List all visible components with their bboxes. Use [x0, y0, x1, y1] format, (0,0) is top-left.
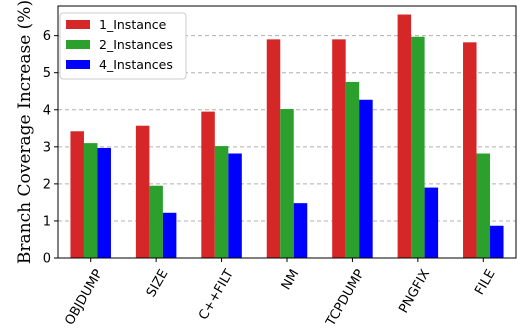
legend-box: [59, 12, 187, 80]
bar-1-instance-tcpdump: [332, 39, 346, 259]
bars: [70, 14, 504, 259]
y-tick-label: 2: [43, 177, 51, 192]
bar-2-instances-tcpdump: [345, 81, 360, 259]
legend-swatch: [66, 40, 90, 49]
bar-2-instances-nm: [280, 109, 294, 258]
bar-1-instance-pngfix: [397, 14, 412, 258]
x-tick-label: NM: [279, 267, 302, 293]
y-axis-label: Branch Coverage Increase (%): [15, 0, 35, 264]
bar-1-instance-cppfilt: [201, 111, 215, 258]
legend: 1_Instance 2_Instances 4_Instances: [59, 12, 187, 80]
bar-4-instances-file: [490, 225, 504, 258]
y-tick-label: 4: [43, 103, 51, 118]
bar-2-instances-size: [149, 185, 163, 258]
legend-label: 1_Instance: [99, 17, 167, 32]
bar-4-instances-cppfilt: [228, 153, 242, 258]
x-tick-label: C++FILT: [196, 267, 237, 323]
y-axis-ticks: 0 1 2 3 4 5 6: [43, 29, 58, 267]
bar-1-instance-objdump: [70, 131, 84, 258]
bar-2-instances-cppfilt: [214, 146, 229, 258]
x-tick-label: OBJDUMP: [62, 267, 106, 328]
grid-lines: [58, 35, 516, 222]
legend-label: 4_Instances: [99, 57, 173, 72]
bar-2-instances-objdump: [83, 143, 98, 258]
bar-1-instance-size: [135, 125, 150, 258]
bar-4-instances-tcpdump: [359, 99, 373, 259]
bar-4-instances-objdump: [97, 147, 111, 258]
x-tick-label: FILE: [472, 267, 498, 298]
y-tick-label: 1: [43, 214, 51, 229]
y-tick-label: 3: [43, 140, 51, 155]
x-axis-ticks: OBJDUMP SIZE C++FILT NM TCPDUMP PNGFIX FILE: [62, 258, 499, 330]
y-tick-label: 6: [43, 29, 51, 44]
legend-swatch: [66, 60, 90, 69]
x-tick-label: SIZE: [144, 267, 172, 300]
y-tick-label: 0: [43, 252, 51, 267]
x-tick-label: TCPDUMP: [323, 267, 368, 330]
y-tick-label: 5: [43, 66, 51, 81]
bar-2-instances-pngfix: [411, 36, 425, 259]
bar-4-instances-size: [162, 212, 177, 258]
bar-4-instances-nm: [293, 203, 308, 258]
bar-1-instance-nm: [266, 39, 281, 259]
bar-4-instances-pngfix: [424, 187, 439, 258]
bar-1-instance-file: [463, 42, 477, 259]
legend-label: 2_Instances: [99, 37, 173, 52]
x-tick-label: PNGFIX: [396, 267, 433, 316]
legend-swatch: [66, 20, 90, 29]
bar-2-instances-file: [476, 153, 491, 258]
